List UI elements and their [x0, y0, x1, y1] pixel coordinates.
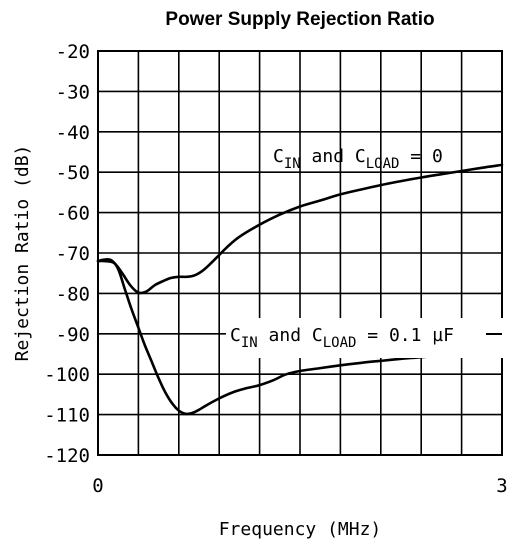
y-tick-label: -90	[56, 324, 90, 346]
x-tick-label: 3	[496, 475, 507, 497]
series-lines	[96, 163, 504, 416]
y-tick-label: -110	[44, 405, 90, 427]
y-tick-label: -100	[44, 364, 90, 386]
plot-frame	[97, 50, 503, 456]
chart-title: Power Supply Rejection Ratio	[165, 9, 434, 30]
y-axis-label: Rejection Ratio (dB)	[12, 145, 33, 362]
y-tick-label: -120	[44, 445, 90, 467]
y-tick-label: -40	[56, 122, 90, 144]
series-line-1	[96, 163, 504, 295]
y-tick-label: -80	[56, 283, 90, 305]
annotation-2-background	[226, 318, 504, 358]
grid	[98, 51, 502, 455]
series-line-2	[96, 257, 504, 416]
y-tick-labels: -20 -30 -40 -50 -60 -70 -80 -90 -100 -110 -120	[44, 41, 90, 467]
x-axis-label: Frequency (MHz)	[219, 519, 382, 540]
y-tick-label: -30	[56, 81, 90, 103]
y-tick-label: -50	[56, 162, 90, 184]
y-tick-label: -60	[56, 203, 90, 225]
y-tick-label: -20	[56, 41, 90, 63]
y-tick-label: -70	[56, 243, 90, 265]
series-annotation-2: CIN and CLOAD = 0.1 µF	[230, 325, 454, 351]
x-tick-label: 0	[92, 475, 103, 497]
series-annotation-1: CIN and CLOAD = 0	[273, 146, 443, 172]
